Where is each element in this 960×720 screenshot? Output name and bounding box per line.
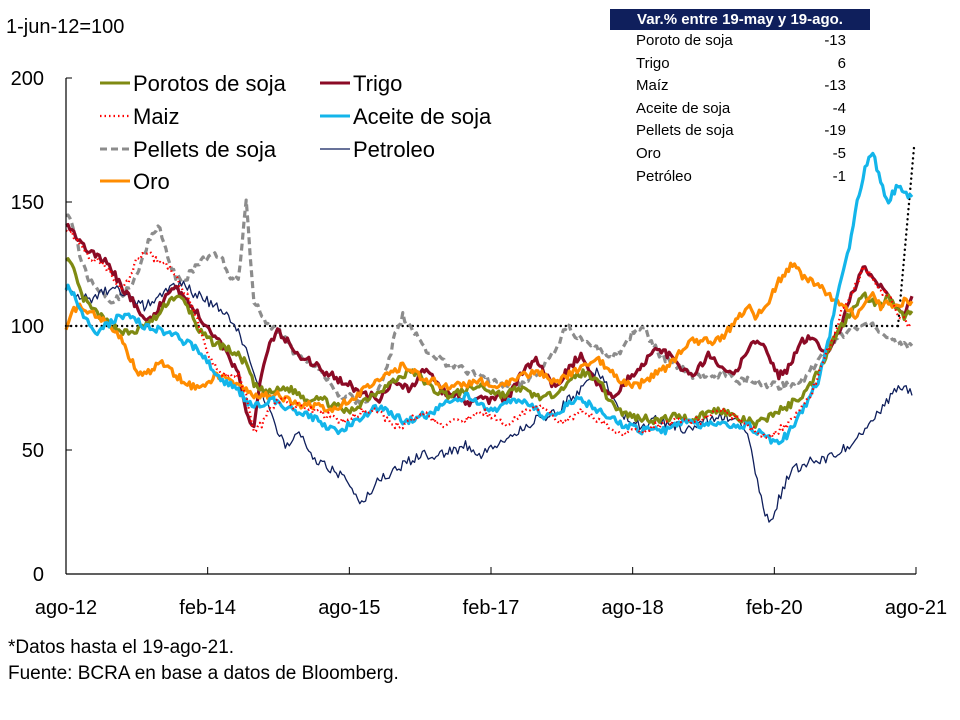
variation-table-row: Maíz -13 — [610, 75, 870, 98]
x-tick-label: ago-21 — [885, 597, 947, 619]
x-tick-label: ago-18 — [602, 597, 664, 619]
variation-row-value: 6 — [837, 54, 846, 72]
variation-table-row: Trigo 6 — [610, 53, 870, 76]
variation-row-label: Petróleo — [636, 167, 692, 185]
x-tick-label: ago-12 — [35, 597, 97, 619]
series-line-oro — [64, 261, 914, 414]
variation-table-row: Poroto de soja -13 — [610, 30, 870, 53]
x-tick-label: ago-15 — [318, 597, 380, 619]
variation-table: Var.% entre 19-may y 19-ago. Poroto de s… — [610, 9, 870, 188]
series-line-aceite-de-soja — [64, 151, 914, 446]
variation-row-value: -4 — [832, 99, 846, 117]
variation-row-value: -13 — [824, 77, 846, 95]
variation-row-label: Maíz — [636, 77, 669, 95]
legend-label: Oro — [133, 169, 170, 194]
variation-row-label: Poroto de soja — [636, 32, 733, 49]
y-axis-unit-label: 1-jun-12=100 — [6, 16, 125, 38]
x-tick-label: feb-14 — [179, 597, 236, 619]
legend-label: Petroleo — [353, 137, 435, 162]
variation-table-row: Oro -5 — [610, 143, 870, 166]
y-tick-label: 50 — [22, 440, 44, 462]
source-footnote: Fuente: BCRA en base a datos de Bloomber… — [8, 663, 399, 684]
legend: Porotos de soja Trigo Maiz Aceite de soja Pe… — [100, 71, 492, 194]
variation-table-row: Aceite de soja -4 — [610, 98, 870, 121]
x-tick-label: feb-20 — [746, 597, 803, 619]
legend-label: Trigo — [353, 71, 402, 96]
y-tick-label: 200 — [11, 68, 44, 90]
variation-row-label: Aceite de soja — [636, 99, 731, 117]
variation-table-title: Var.% entre 19-may y 19-ago. — [610, 9, 870, 30]
variation-row-value: -13 — [824, 32, 846, 49]
legend-label: Porotos de soja — [133, 71, 287, 96]
variation-row-label: Trigo — [636, 54, 670, 72]
series-group — [64, 151, 914, 523]
reference-line-tail — [896, 146, 916, 328]
variation-row-label: Pellets de soja — [636, 122, 734, 140]
y-tick-label: 150 — [11, 192, 44, 214]
series-line-petroleo — [65, 280, 913, 523]
variation-table-row: Petróleo -1 — [610, 166, 870, 189]
legend-label: Aceite de soja — [353, 104, 492, 129]
y-tick-label: 0 — [33, 564, 44, 586]
legend-label: Maiz — [133, 104, 179, 129]
axes: 0 50 100 150 200 ago-12 feb-14 ago-15 feb-17 ago-… — [11, 68, 948, 619]
series-line-trigo — [65, 222, 914, 429]
series-line-porotos-de-soja — [65, 257, 914, 429]
x-tick-label: feb-17 — [463, 597, 520, 619]
variation-row-label: Oro — [636, 144, 662, 162]
y-tick-label: 100 — [11, 316, 44, 338]
variation-table-row: Pellets de soja -19 — [610, 120, 870, 143]
legend-label: Pellets de soja — [133, 137, 277, 162]
variation-row-value: -19 — [824, 122, 846, 140]
data-date-footnote: *Datos hasta el 19-ago-21. — [8, 637, 235, 658]
variation-row-value: -5 — [832, 144, 846, 162]
variation-row-value: -1 — [832, 167, 846, 185]
